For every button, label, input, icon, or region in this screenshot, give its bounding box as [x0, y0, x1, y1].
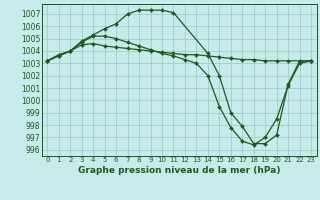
X-axis label: Graphe pression niveau de la mer (hPa): Graphe pression niveau de la mer (hPa)	[78, 166, 280, 175]
